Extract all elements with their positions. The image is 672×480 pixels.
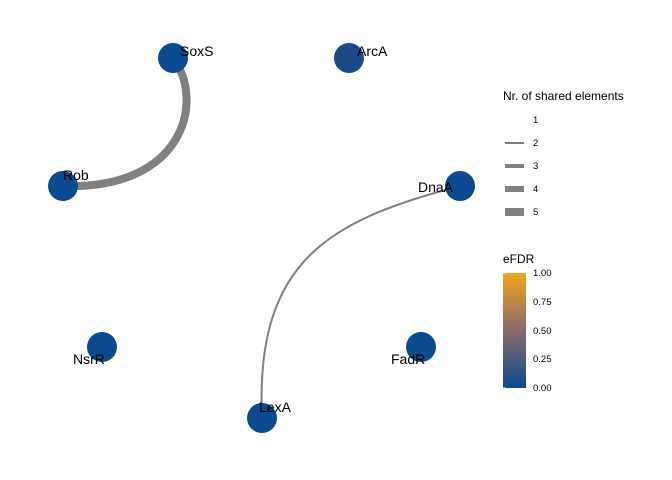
node-rob[interactable]: [48, 171, 78, 201]
color-legend-tick-000: 0.00: [533, 383, 552, 394]
width-legend: Nr. of shared elements 1 2 3 4 5: [503, 89, 624, 218]
node-nsrr[interactable]: [87, 332, 117, 362]
node-labels: SoxS ArcA Rob DnaA NsrR FadR LexA: [63, 43, 454, 415]
color-legend-title: eFDR: [503, 252, 535, 266]
width-legend-label-1: 1: [533, 115, 538, 126]
node-soxs[interactable]: [158, 43, 188, 73]
width-legend-label-4: 4: [533, 184, 538, 195]
node-label-arca: ArcA: [357, 43, 388, 59]
width-legend-label-2: 2: [533, 138, 538, 149]
node-label-soxs: SoxS: [180, 43, 213, 59]
color-legend-tick-050: 0.50: [533, 326, 552, 337]
color-legend-tick-100: 1.00: [533, 268, 552, 279]
node-dnaa[interactable]: [445, 171, 475, 201]
node-label-dnaa: DnaA: [418, 179, 454, 195]
node-lexa[interactable]: [247, 403, 277, 433]
node-fadr[interactable]: [406, 332, 436, 362]
node-label-lexa: LexA: [259, 399, 292, 415]
edge-soxs-rob: [62, 55, 191, 191]
edge-dnaa-lexa: [260, 185, 461, 419]
color-legend: eFDR 1.00 0.75 0.50 0.25 0.00: [503, 252, 552, 394]
color-legend-bar: [503, 273, 526, 388]
color-legend-tick-025: 0.25: [533, 354, 552, 365]
edges-group: [62, 55, 461, 419]
color-legend-tick-075: 0.75: [533, 297, 552, 308]
node-label-nsrr: NsrR: [73, 351, 105, 367]
width-legend-label-3: 3: [533, 161, 538, 172]
node-label-rob: Rob: [63, 167, 89, 183]
width-legend-title: Nr. of shared elements: [503, 89, 624, 103]
node-label-fadr: FadR: [391, 351, 425, 367]
nodes-group: [48, 43, 475, 433]
width-legend-label-5: 5: [533, 207, 538, 218]
node-arca[interactable]: [334, 43, 364, 73]
